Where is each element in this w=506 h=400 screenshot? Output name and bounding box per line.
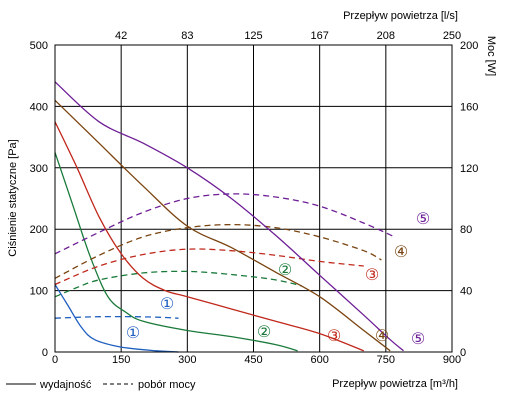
x-tick-label: 600 — [310, 354, 328, 366]
x2-tick-label: 125 — [244, 30, 262, 42]
pressure-curve-marker-3: ③ — [327, 326, 341, 345]
x-tick-label: 150 — [112, 354, 130, 366]
pressure-curve-2 — [54, 152, 298, 352]
power-curve-marker-2: ② — [278, 260, 292, 279]
y2-tick-label: 200 — [460, 40, 478, 52]
y-tick-label: 100 — [30, 286, 48, 298]
power-curve-marker-5: ⑤ — [416, 209, 430, 228]
y-tick-label: 300 — [30, 163, 48, 175]
power-curve-2 — [54, 270, 303, 298]
pressure-curve-marker-2: ② — [257, 322, 271, 341]
x-axis-title: Przepływ powietrza [m³/h] — [332, 378, 458, 390]
power-curve-marker-3: ③ — [365, 265, 379, 284]
y2-tick-label: 0 — [460, 347, 466, 359]
tick-labels: 0 150 300 450 600 750 900 42 83 125 167 208 250 0 100 2… — [30, 30, 479, 366]
grid — [55, 45, 452, 352]
power-curve-4 — [54, 223, 382, 279]
y-tick-label: 200 — [30, 224, 48, 236]
legend-solid-label: wydajność — [39, 379, 92, 391]
curves — [54, 81, 404, 353]
pressure-curve-marker-4: ④ — [375, 326, 389, 345]
x-tick-label: 450 — [244, 354, 262, 366]
x2-tick-label: 83 — [181, 30, 193, 42]
y2-tick-label: 40 — [460, 286, 472, 298]
x2-axis-title: Przepływ powietrza [l/s] — [343, 10, 458, 22]
pressure-curve-3 — [54, 121, 365, 352]
y-axis-title: Ciśnienie statyczne [Pa] — [7, 139, 19, 256]
power-curve-marker-1: ① — [160, 294, 174, 313]
x-tick-label: 750 — [377, 354, 395, 366]
y2-tick-label: 80 — [460, 224, 472, 236]
pressure-curve-marker-5: ⑤ — [411, 329, 425, 348]
power-curve-5 — [54, 193, 395, 255]
legend-dashed-label: pobór mocy — [138, 379, 196, 391]
pressure-curve-5 — [54, 81, 404, 352]
power-curve-3 — [54, 248, 364, 286]
y-tick-label: 500 — [30, 40, 48, 52]
x-tick-label: 300 — [178, 354, 196, 366]
power-curve-marker-4: ④ — [394, 242, 408, 261]
x-tick-label: 900 — [443, 354, 461, 366]
y-tick-label: 400 — [30, 101, 48, 113]
y2-tick-label: 160 — [460, 101, 478, 113]
pressure-curve-4 — [54, 99, 391, 352]
y-tick-label: 0 — [42, 347, 48, 359]
y2-axis-title: Moc [W] — [485, 36, 497, 76]
x2-tick-label: 42 — [115, 30, 127, 42]
x-tick-label: 0 — [52, 354, 58, 366]
pressure-curve-marker-1: ① — [126, 323, 140, 342]
plot-frame — [54, 44, 453, 353]
pressure-curve-1 — [54, 284, 179, 353]
legend: wydajność pobór mocy — [6, 379, 196, 391]
x2-tick-label: 250 — [443, 30, 461, 42]
x2-tick-label: 208 — [377, 30, 395, 42]
y2-tick-label: 120 — [460, 163, 478, 175]
x2-tick-label: 167 — [310, 30, 328, 42]
power-curve-1 — [54, 315, 179, 319]
